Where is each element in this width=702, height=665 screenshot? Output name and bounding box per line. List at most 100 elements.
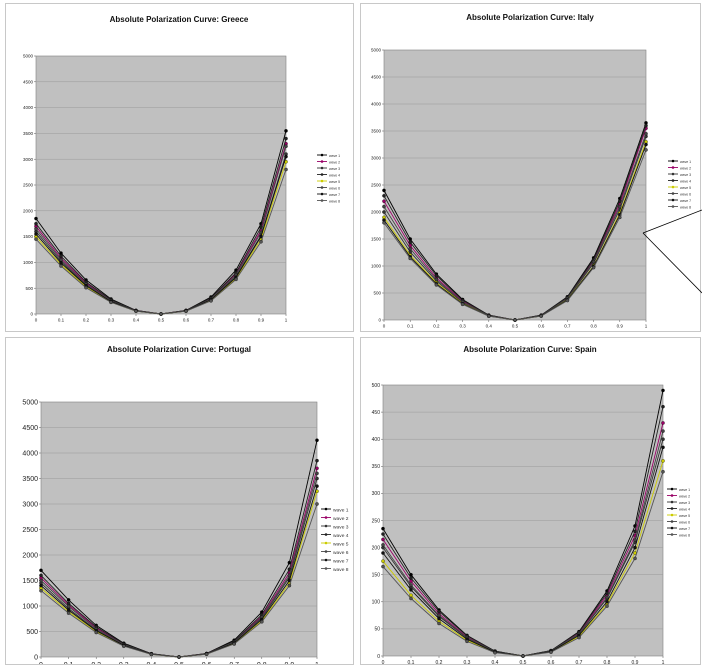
y-tick-label: 500 — [372, 383, 381, 389]
legend-marker — [671, 179, 675, 182]
data-point — [408, 246, 412, 251]
data-point — [644, 148, 648, 152]
legend-marker — [320, 166, 324, 170]
legend-marker — [320, 153, 324, 157]
data-point — [39, 578, 43, 583]
x-tick-label: 0.8 — [233, 318, 240, 323]
data-point — [591, 265, 596, 270]
x-tick-label: 0.4 — [133, 318, 140, 323]
legend-marker — [320, 179, 324, 183]
chart-panel-portugal: Absolute Polarization Curve: Portugal 0 50… — [5, 337, 354, 665]
legend-marker — [671, 205, 675, 208]
legend-label: wave 5 — [679, 514, 690, 518]
y-tick-label: 3500 — [23, 131, 34, 136]
data-point — [94, 630, 98, 635]
x-tick-label: 0.6 — [183, 318, 190, 323]
data-point — [434, 277, 439, 282]
data-point — [149, 652, 154, 657]
legend-label: wave 6 — [329, 186, 340, 190]
x-tick-label: 0.4 — [147, 662, 157, 664]
x-tick-label: 0.9 — [258, 318, 265, 323]
chart-greece: Absolute Polarization Curve: Greece 0 500 1… — [23, 15, 340, 323]
legend-marker — [670, 526, 674, 530]
data-point — [382, 199, 386, 203]
legend-label: wave 1 — [333, 507, 349, 513]
y-tick-label: 0 — [30, 312, 33, 317]
legend-marker — [671, 166, 675, 169]
series-8 — [39, 502, 319, 659]
chart-italy: Absolute Polarization Curve: Italy050010… — [371, 13, 691, 329]
y-tick-label: 3000 — [371, 156, 382, 161]
y-tick-label: 250 — [372, 518, 381, 524]
legend-label: wave 8 — [679, 533, 690, 537]
legend-label: wave 4 — [333, 533, 349, 539]
y-tick-label: 1000 — [371, 264, 382, 269]
chart-panel-italy: Absolute Polarization Curve: Italy 0 500 10… — [360, 3, 701, 332]
data-point — [34, 216, 38, 221]
x-tick-label: 0.7 — [564, 324, 571, 329]
data-point — [84, 285, 88, 290]
legend-marker — [671, 172, 675, 176]
y-tick-label: 500 — [373, 291, 381, 296]
x-tick-label: 1 — [285, 318, 288, 323]
legend-marker — [320, 192, 324, 196]
y-tick-label: 4000 — [23, 105, 34, 110]
legend-label: wave 6 — [333, 550, 349, 556]
data-point — [577, 635, 581, 640]
x-tick-label: 0.8 — [590, 324, 597, 329]
y-tick-label: 2000 — [23, 208, 34, 213]
y-tick-label: 2000 — [22, 552, 38, 559]
data-point — [287, 583, 292, 588]
y-tick-label: 4500 — [22, 425, 38, 432]
data-point — [39, 588, 43, 593]
data-point — [260, 620, 264, 624]
x-tick-label: 0.5 — [512, 324, 519, 329]
x-tick-label: 0.5 — [520, 660, 527, 664]
data-point — [409, 588, 413, 592]
legend-label: wave 2 — [680, 166, 691, 170]
y-tick-label: 5000 — [22, 399, 38, 406]
legend-label: wave 7 — [680, 199, 691, 203]
x-tick-label: 0.8 — [604, 660, 611, 664]
data-point — [408, 240, 412, 244]
legend-marker — [320, 173, 324, 176]
legend-marker — [320, 186, 324, 189]
legend-label: wave 8 — [329, 199, 340, 203]
chart-spain: Absolute Polarization Curve: Spain050100… — [372, 345, 690, 664]
data-point — [34, 221, 38, 226]
x-tick-label: 0.2 — [91, 662, 101, 664]
y-tick-label: 3000 — [22, 501, 38, 508]
data-point — [644, 142, 648, 147]
x-tick-label: 0.1 — [58, 318, 65, 323]
chart-title: Absolute Polarization Curve: Portugal — [107, 345, 251, 354]
legend-label: wave 1 — [680, 160, 691, 164]
y-tick-label: 200 — [372, 545, 381, 551]
x-tick-label: 0.5 — [158, 318, 165, 323]
data-point — [408, 256, 412, 261]
y-tick-label: 0 — [34, 654, 38, 661]
y-tick-label: 100 — [372, 600, 381, 606]
data-point — [381, 543, 385, 547]
data-point — [661, 459, 665, 463]
data-point — [315, 466, 319, 471]
y-tick-label: 0 — [378, 318, 381, 323]
legend-marker — [324, 558, 328, 562]
x-tick-label: 0 — [35, 318, 38, 323]
data-point — [644, 123, 648, 128]
y-tick-label: 3500 — [22, 476, 38, 483]
data-point — [109, 300, 113, 305]
y-tick-label: 4500 — [23, 79, 34, 84]
legend-marker — [671, 159, 675, 163]
y-tick-label: 4000 — [22, 450, 38, 457]
x-tick-label: 0.7 — [208, 318, 215, 323]
data-point — [66, 608, 71, 612]
data-point — [661, 445, 665, 450]
data-point — [633, 538, 637, 542]
data-point — [315, 471, 319, 476]
data-point — [381, 564, 385, 569]
x-tick-label: 0.2 — [83, 318, 90, 323]
data-point — [284, 154, 288, 159]
series-8 — [34, 167, 288, 316]
data-point — [259, 240, 263, 244]
data-point — [409, 579, 413, 583]
